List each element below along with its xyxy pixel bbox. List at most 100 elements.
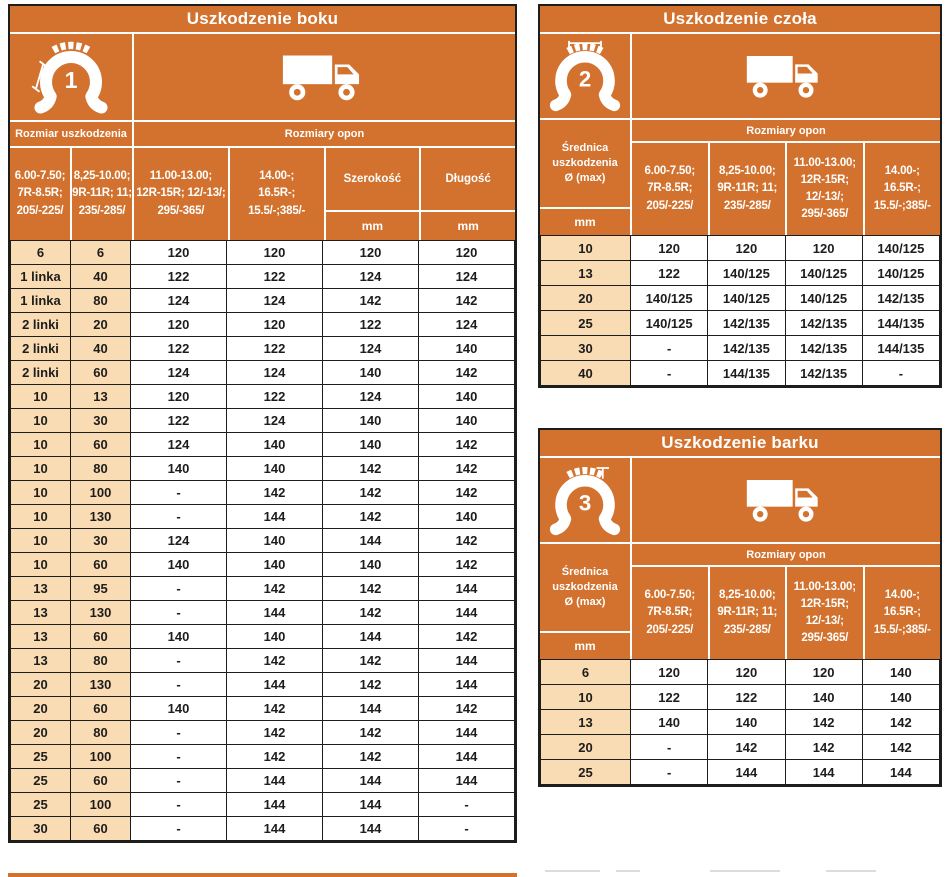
damage-size-cell: 80 (70, 456, 131, 481)
tire-1-icon: 1 (31, 41, 108, 114)
load-index-cell: 142 (322, 648, 419, 673)
load-index-cell: 142 (226, 720, 323, 745)
load-index-cell: 142 (418, 288, 515, 313)
load-index-cell: 142 (226, 744, 323, 769)
table-row: 20 140/125 140/125 140/125 142/135 (540, 285, 941, 311)
damage-size-cell: 6 (70, 240, 131, 265)
load-index-cell: 142/135 (707, 310, 786, 336)
load-index-cell: 140 (322, 432, 419, 457)
load-index-cell: 140/125 (861, 235, 941, 261)
load-index-cell: 120 (130, 312, 227, 337)
damage-size-cell: 80 (70, 648, 131, 673)
damage-size-cell: 10 (10, 528, 71, 553)
damage-size-cell: 13 (10, 600, 71, 625)
load-index-cell: 122 (707, 684, 786, 710)
table-row: 25 100-142 142 144 (10, 744, 515, 769)
table-row: 10 120 120 120 140/125 (540, 235, 941, 261)
page-title-boku: Uszkodzenie boku (10, 6, 515, 32)
load-index-cell: 142/135 (784, 310, 863, 336)
damage-size-cell: 60 (70, 552, 131, 577)
table-row: 1 linka 80 124 124 142 142 (10, 288, 515, 313)
unit-cell-width: mm (325, 212, 420, 240)
damage-size-cell: 40 (540, 360, 631, 386)
load-index-cell: 144 (418, 576, 515, 601)
load-index-cell: 122 (629, 684, 709, 710)
load-index-cell: 124 (226, 360, 323, 385)
table-row: 13 140 140 142 142 (540, 709, 941, 735)
table-row: 10 30 124 140 144 142 (10, 528, 515, 553)
table-row: 10 13 120 122 124 140 (10, 384, 515, 409)
load-index-cell: 144 (418, 600, 515, 625)
damage-size-header: Rozmiar uszkodzenia (10, 122, 132, 146)
load-index-cell: 124 (130, 288, 227, 313)
load-index-cell: 142 (322, 288, 419, 313)
load-index-cell: 142 (322, 576, 419, 601)
load-index-cell: 142/135 (784, 360, 863, 386)
damage-size-cell: 60 (70, 624, 131, 649)
load-index-cell: 140 (226, 528, 323, 553)
load-index-cell: 142 (226, 480, 323, 505)
width-column-header: Szerokość (325, 148, 420, 210)
table-row: 10 30 122 124 140 140 (10, 408, 515, 433)
load-index-cell: 120 (226, 240, 323, 265)
damage-size-cell: 10 (10, 480, 71, 505)
table-row: 25 100-144 144- (10, 792, 515, 817)
damage-size-cell: 20 (10, 720, 71, 745)
load-index-cell: 122 (226, 384, 323, 409)
load-index-cell: 122 (226, 264, 323, 289)
damage-size-cell: 25 (10, 792, 71, 817)
load-index-cell: 144 (418, 768, 515, 793)
load-index-cell: 124 (226, 288, 323, 313)
load-index-cell: 122 (629, 260, 709, 286)
damage-size-cell: 10 (10, 432, 71, 457)
load-index-cell: 144 (418, 720, 515, 745)
load-index-cell: 140 (418, 408, 515, 433)
damage-size-cell: 6 (540, 659, 631, 685)
load-index-cell: 142 (322, 672, 419, 697)
load-index-cell: 140 (629, 709, 709, 735)
damage-type-number: 3 (579, 491, 591, 516)
size-column-header-2: 8,25-10.00; 9R-11R; 11; 235/-285/ (72, 148, 132, 240)
table-row: 6 120 120 120 140 (540, 659, 941, 685)
load-index-cell: 142/135 (784, 335, 863, 361)
truck-icon (746, 480, 818, 522)
damage-size-cell: 40 (70, 264, 131, 289)
damage-size-cell: 40 (70, 336, 131, 361)
damage-size-cell: 60 (70, 768, 131, 793)
load-index-cell: 140 (707, 709, 786, 735)
size-column-header-1: 6.00-7.50; 7R-8.5R; 205/-225/ (632, 143, 708, 235)
table-row: 13 60 140 140 144 142 (10, 624, 515, 649)
load-index-cell: 144 (707, 759, 786, 785)
load-index-cell: 140 (130, 696, 227, 721)
table-row: 13 122 140/125 140/125 140/125 (540, 260, 941, 286)
size-column-header-1: 6.00-7.50; 7R-8.5R; 205/-225/ (632, 567, 708, 659)
truck-icon-cell (134, 34, 515, 120)
load-index-cell: - (861, 360, 941, 386)
load-index-cell: 142/135 (707, 335, 786, 361)
size-column-header-2: 8,25-10.00; 9R-11R; 11; 235/-285/ (709, 143, 785, 235)
load-index-cell: 144 (418, 744, 515, 769)
truck-icon-cell (632, 34, 940, 118)
damage-size-cell: 100 (70, 480, 131, 505)
table-row: 20 80-142 142 144 (10, 720, 515, 745)
load-index-cell: 144 (322, 816, 419, 841)
load-index-cell: - (130, 816, 227, 841)
load-index-cell: 142/135 (861, 285, 941, 311)
load-index-cell: - (130, 600, 227, 625)
load-index-cell: 144 (322, 696, 419, 721)
load-index-cell: 124 (322, 264, 419, 289)
load-index-cell: 122 (130, 264, 227, 289)
damage-size-cell: 13 (10, 648, 71, 673)
load-index-cell: 124 (226, 408, 323, 433)
damage-size-cell: 2 linki (10, 312, 71, 337)
load-index-cell: 140 (130, 552, 227, 577)
load-index-cell: - (629, 734, 709, 760)
load-index-cell: 142 (418, 696, 515, 721)
load-index-cell: 142 (418, 528, 515, 553)
load-index-cell: 140/125 (707, 285, 786, 311)
load-index-cell: 120 (784, 659, 863, 685)
cropped-next-table-line (826, 870, 876, 872)
load-index-cell: 120 (629, 235, 709, 261)
size-column-header-2: 8,25-10.00; 9R-11R; 11; 235/-285/ (709, 567, 785, 659)
load-index-cell: 140/125 (861, 260, 941, 286)
